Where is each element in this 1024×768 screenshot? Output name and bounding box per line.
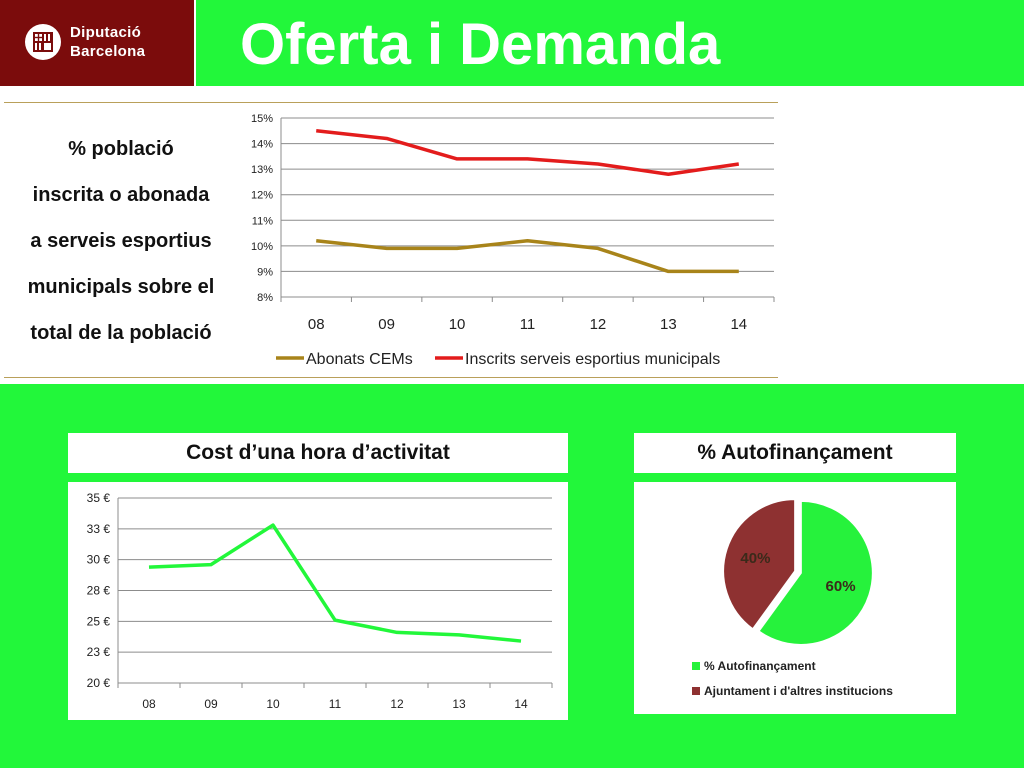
y-tick-label: 23 €	[87, 645, 111, 659]
series-line	[316, 129, 740, 177]
legend-label: Inscrits serveis esportius municipals	[465, 351, 720, 368]
x-tick-label: 12	[590, 316, 607, 333]
page-title: Oferta i Demanda	[240, 12, 721, 77]
x-tick-label: 11	[520, 316, 536, 333]
y-tick-label: 25 €	[87, 614, 111, 628]
y-tick-label: 15%	[251, 113, 273, 125]
pie-chart-panel: 60% 40% % Autofinançament Ajuntament i d'al…	[634, 482, 956, 714]
pie-data-label: 40%	[740, 550, 770, 567]
pie-slice	[722, 498, 797, 631]
caption-line: total de la població	[30, 322, 212, 344]
logo-text-diputacio: Diputació	[70, 24, 142, 41]
legend-swatch	[692, 662, 700, 670]
x-tick-label: 10	[266, 697, 280, 711]
series-line	[316, 238, 739, 274]
x-tick-label: 08	[142, 697, 156, 711]
cost-chart-title: Cost d’una hora d’activitat	[68, 433, 568, 473]
legend-label: Abonats CEMs	[306, 351, 413, 368]
self-financing-pie-chart: 60% 40% % Autofinançament Ajuntament i d'al…	[692, 498, 893, 698]
x-tick-label: 10	[449, 316, 466, 333]
caption-line: % població	[68, 138, 174, 160]
y-tick-label: 35 €	[87, 491, 111, 505]
pie-slice	[757, 499, 874, 646]
caption-line: inscrita o abonada	[32, 184, 210, 206]
y-tick-label: 8%	[257, 292, 273, 304]
x-tick-label: 12	[390, 697, 404, 711]
legend-swatch	[692, 687, 700, 695]
series-line	[148, 523, 522, 643]
y-tick-label: 13%	[251, 164, 273, 176]
x-tick-label: 08	[308, 316, 325, 333]
x-tick-label: 11	[329, 697, 342, 711]
x-tick-label: 09	[204, 697, 218, 711]
legend-label: Ajuntament i d'altres institucions	[704, 684, 893, 698]
y-tick-label: 12%	[251, 190, 273, 202]
cost-chart-panel: 20 € 23 € 25 € 28 € 30 € 33 € 35 € 08 09 10 11 12 13…	[68, 482, 568, 720]
y-tick-label: 9%	[257, 266, 273, 278]
y-tick-label: 14%	[251, 139, 273, 151]
x-tick-label: 13	[660, 316, 677, 333]
x-tick-label: 14	[514, 697, 528, 711]
y-tick-label: 33 €	[87, 522, 111, 536]
caption-line: a serveis esportius	[30, 230, 212, 252]
x-tick-label: 14	[730, 316, 747, 333]
pie-data-label: 60%	[826, 578, 856, 595]
x-tick-label: 09	[378, 316, 395, 333]
diputacio-emblem-icon	[25, 24, 61, 60]
y-tick-label: 11%	[252, 215, 273, 227]
population-percent-chart: 8% 9% 10% 11% 12% 13% 14% 15% 08 09 10 11 12 13 14 Abon…	[251, 113, 775, 368]
logo-text-barcelona: Barcelona	[70, 43, 146, 60]
pie-chart-title: % Autofinançament	[634, 433, 956, 473]
title-bar	[196, 0, 1024, 86]
y-tick-label: 30 €	[87, 553, 111, 567]
logo-block: Diputació Barcelona	[0, 0, 194, 86]
cost-per-hour-chart: 20 € 23 € 25 € 28 € 30 € 33 € 35 € 08 09 10 11 12 13…	[87, 491, 553, 711]
top-chart-caption: % població inscrita o abonada a serveis …	[14, 126, 228, 356]
legend-label: % Autofinançament	[704, 659, 816, 673]
caption-line: municipals sobre el	[27, 276, 215, 298]
y-tick-label: 28 €	[87, 584, 111, 598]
y-tick-label: 10%	[251, 241, 273, 253]
y-tick-label: 20 €	[87, 676, 111, 690]
top-panel	[4, 102, 778, 378]
x-tick-label: 13	[452, 697, 466, 711]
